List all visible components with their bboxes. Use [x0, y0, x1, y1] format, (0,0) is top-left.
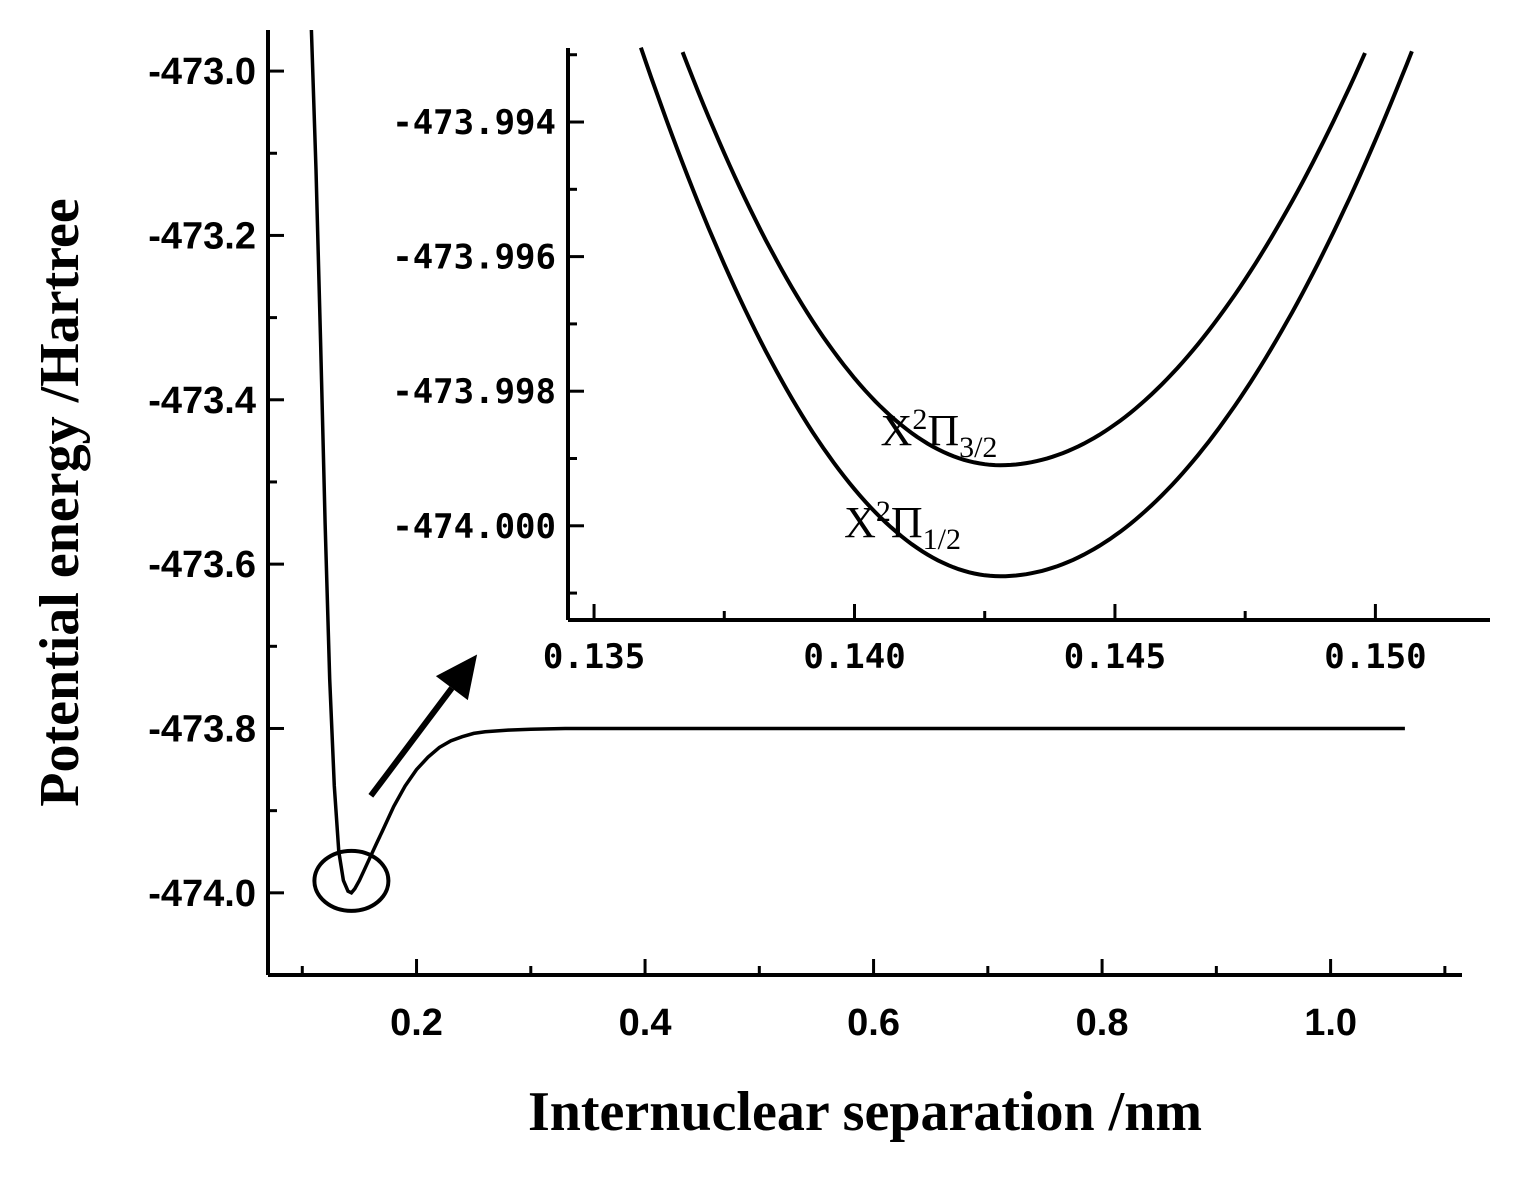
zoom-arrow-head — [435, 654, 478, 701]
inset-x-tick-label: 0.140 — [803, 637, 905, 677]
x-tick-label: 0.2 — [390, 1002, 443, 1044]
y-tick-label: -473.4 — [148, 380, 256, 422]
x-tick-label: 0.8 — [1076, 1002, 1129, 1044]
y-tick-label: -473.0 — [148, 51, 256, 93]
y-tick-label: -473.8 — [148, 708, 256, 750]
label-sub: 1/2 — [923, 523, 961, 556]
x-tick-label: 1.0 — [1304, 1002, 1357, 1044]
inset-y-tick-label: -473.998 — [392, 372, 556, 412]
series-label-x2pi-3-2: X2Π3/2 — [881, 403, 998, 464]
label-base: X — [881, 406, 913, 455]
zoom-arrow-line — [368, 686, 455, 798]
inset-y-tick-label: -473.994 — [392, 103, 556, 143]
y-tick-label: -473.6 — [148, 544, 256, 586]
inset-x-tick-label: 0.150 — [1324, 637, 1426, 677]
x-axis-title: Internuclear separation /nm — [528, 1081, 1202, 1143]
inset-y-tick-label: -473.996 — [392, 238, 556, 278]
inset-y-tick-label: -474.000 — [392, 507, 556, 547]
inset-curve-x2pi-1-2 — [639, 46, 1414, 579]
label-sub: 3/2 — [959, 431, 997, 464]
y-tick-label: -473.2 — [148, 215, 256, 257]
label-base: X — [844, 498, 876, 547]
label-greek: Π — [927, 406, 959, 455]
inset-x-tick-label: 0.145 — [1064, 637, 1166, 677]
inset-ticks: 0.135 0.140 0.145 0.150 -473.994 -473.996 -473… — [392, 53, 1427, 677]
label-sup: 2 — [912, 403, 927, 436]
main-ticks: 0.2 0.4 0.6 0.8 1.0 -473.0 -473.2 -473.4 -473.6 -… — [148, 51, 1447, 1044]
y-tick-label: -474.0 — [148, 873, 256, 915]
x-tick-label: 0.6 — [847, 1002, 900, 1044]
inset-x-tick-label: 0.135 — [543, 637, 645, 677]
inset-curve-x2pi-3-2 — [680, 51, 1367, 468]
label-sup: 2 — [876, 495, 891, 528]
main-potential-curve — [309, 29, 1405, 895]
y-axis-title: Potential energy /Hartree — [29, 198, 91, 807]
series-label-x2pi-1-2: X2Π1/2 — [844, 495, 961, 556]
inset-chart: 0.135 0.140 0.145 0.150 -473.994 -473.996 -473… — [392, 46, 1490, 677]
label-greek: Π — [891, 498, 923, 547]
main-chart: 0.2 0.4 0.6 0.8 1.0 -473.0 -473.2 -473.4 -473.6 -… — [29, 29, 1462, 1143]
x-tick-label: 0.4 — [619, 1002, 672, 1044]
minimum-highlight-circle — [312, 848, 391, 913]
